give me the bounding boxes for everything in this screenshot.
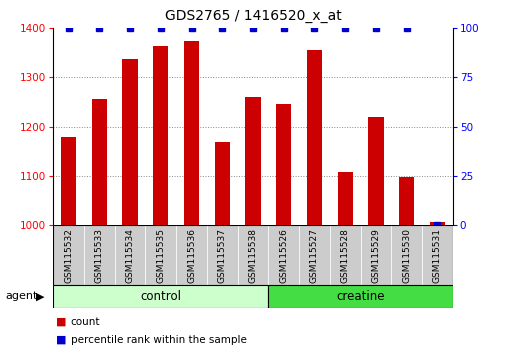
Text: control: control	[140, 290, 181, 303]
Bar	[176, 225, 207, 285]
Text: GSM115538: GSM115538	[248, 228, 257, 283]
Text: GSM115527: GSM115527	[310, 228, 318, 283]
Text: count: count	[71, 317, 100, 327]
Text: GSM115534: GSM115534	[125, 228, 134, 283]
Bar	[398, 177, 414, 225]
Bar	[53, 285, 268, 308]
Bar	[214, 142, 229, 225]
Bar	[360, 225, 390, 285]
Text: creatine: creatine	[336, 290, 384, 303]
Bar	[153, 46, 168, 225]
Bar	[368, 117, 383, 225]
Bar	[207, 225, 237, 285]
Text: GSM115529: GSM115529	[371, 228, 380, 283]
Text: GSM115535: GSM115535	[156, 228, 165, 283]
Text: GSM115530: GSM115530	[401, 228, 411, 283]
Bar	[91, 98, 107, 225]
Text: GSM115536: GSM115536	[187, 228, 195, 283]
Bar	[337, 172, 352, 225]
Bar	[429, 222, 444, 225]
Text: GSM115526: GSM115526	[279, 228, 288, 283]
Text: GSM115528: GSM115528	[340, 228, 349, 283]
Text: GSM115533: GSM115533	[94, 228, 104, 283]
Bar	[298, 225, 329, 285]
Bar	[183, 41, 199, 225]
Bar	[329, 225, 360, 285]
Text: GSM115537: GSM115537	[217, 228, 226, 283]
Bar	[306, 50, 322, 225]
Bar	[145, 225, 176, 285]
Text: agent: agent	[5, 291, 37, 301]
Text: percentile rank within the sample: percentile rank within the sample	[71, 335, 246, 345]
Text: ▶: ▶	[36, 291, 45, 301]
Text: GSM115532: GSM115532	[64, 228, 73, 283]
Text: GDS2765 / 1416520_x_at: GDS2765 / 1416520_x_at	[164, 9, 341, 23]
Bar	[53, 225, 84, 285]
Bar	[237, 225, 268, 285]
Bar	[390, 225, 421, 285]
Bar	[268, 225, 298, 285]
Text: GSM115531: GSM115531	[432, 228, 441, 283]
Text: ■: ■	[56, 317, 66, 327]
Bar	[84, 225, 115, 285]
Bar	[115, 225, 145, 285]
Text: ■: ■	[56, 335, 66, 345]
Bar	[421, 225, 452, 285]
Bar	[268, 285, 452, 308]
Bar	[61, 137, 76, 225]
Bar	[122, 59, 137, 225]
Bar	[276, 104, 291, 225]
Bar	[245, 97, 260, 225]
